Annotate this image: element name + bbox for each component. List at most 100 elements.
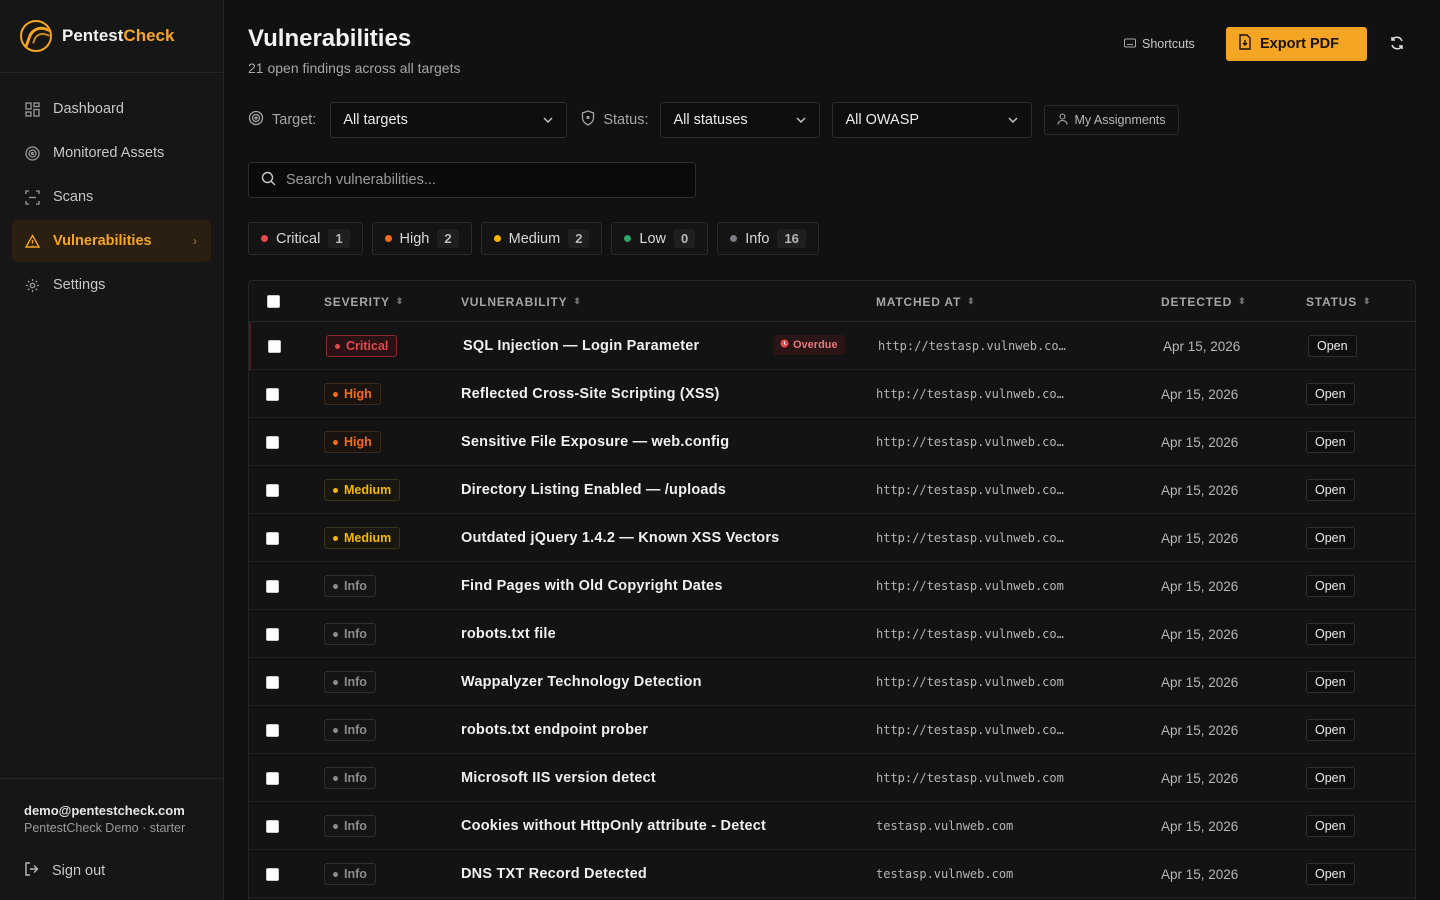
row-checkbox[interactable] bbox=[266, 723, 279, 737]
severity-label: Medium bbox=[344, 531, 392, 545]
export-pdf-button[interactable]: Export PDF bbox=[1226, 27, 1367, 61]
table-row[interactable]: Info Wappalyzer Technology Detection http:… bbox=[249, 658, 1415, 706]
row-checkbox[interactable] bbox=[268, 339, 281, 353]
vulnerability-name[interactable]: Directory Listing Enabled — /uploads bbox=[461, 482, 727, 498]
vulnerability-name[interactable]: robots.txt endpoint prober bbox=[461, 722, 649, 738]
column-header-matched-at[interactable]: MATCHED AT ⬍ bbox=[876, 281, 975, 322]
severity-label: Info bbox=[344, 771, 367, 785]
status-badge[interactable]: Open bbox=[1306, 527, 1355, 549]
table-row[interactable]: Info Cookies without HttpOnly attribute -… bbox=[249, 802, 1415, 850]
severity-dot-icon bbox=[333, 679, 338, 685]
column-header-detected[interactable]: DETECTED ⬍ bbox=[1161, 281, 1246, 322]
status-select[interactable]: All statuses bbox=[660, 102, 821, 138]
detected-date: Apr 15, 2026 bbox=[1161, 434, 1239, 450]
row-checkbox[interactable] bbox=[266, 627, 279, 641]
severity-cell: Info bbox=[324, 754, 376, 802]
severity-cell: High bbox=[324, 418, 381, 466]
status-badge[interactable]: Open bbox=[1306, 479, 1355, 501]
severity-dot-icon bbox=[333, 535, 338, 541]
column-header-status[interactable]: STATUS ⬍ bbox=[1306, 281, 1371, 322]
row-checkbox[interactable] bbox=[266, 819, 279, 833]
status-badge[interactable]: Open bbox=[1306, 575, 1355, 597]
status-badge[interactable]: Open bbox=[1308, 335, 1357, 357]
sidebar-item-scans[interactable]: Scans bbox=[12, 176, 211, 218]
sidebar-item-monitored-assets[interactable]: Monitored Assets bbox=[12, 132, 211, 174]
status-badge[interactable]: Open bbox=[1306, 815, 1355, 837]
status-badge[interactable]: Open bbox=[1306, 623, 1355, 645]
severity-pill-medium[interactable]: Medium 2 bbox=[480, 222, 603, 255]
row-checkbox[interactable] bbox=[266, 771, 279, 785]
row-checkbox[interactable] bbox=[266, 483, 279, 497]
sidebar-item-label: Scans bbox=[53, 189, 94, 205]
pill-label: Low bbox=[639, 230, 667, 247]
table-row[interactable]: Info DNS TXT Record Detected testasp.vulnw… bbox=[249, 850, 1415, 898]
row-checkbox[interactable] bbox=[266, 531, 279, 545]
pill-count: 1 bbox=[328, 229, 350, 248]
severity-pill-info[interactable]: Info 16 bbox=[717, 222, 819, 255]
table-row[interactable]: Medium Directory Listing Enabled — /uploa… bbox=[249, 466, 1415, 514]
status-badge[interactable]: Open bbox=[1306, 767, 1355, 789]
table-row[interactable]: Info Microsoft IIS version detect http://t… bbox=[249, 754, 1415, 802]
detected-cell: Apr 15, 2026 bbox=[1161, 802, 1238, 850]
brand[interactable]: PentestCheck bbox=[0, 0, 223, 73]
status-badge[interactable]: Open bbox=[1306, 671, 1355, 693]
matched-at-cell: http://testasp.vulnweb.co… bbox=[876, 610, 1064, 658]
vulnerability-name[interactable]: Find Pages with Old Copyright Dates bbox=[461, 578, 723, 594]
matched-at-cell: testasp.vulnweb.com bbox=[876, 850, 1013, 898]
table-row[interactable]: Info robots.txt endpoint prober http://tes… bbox=[249, 706, 1415, 754]
vulnerability-name[interactable]: Microsoft IIS version detect bbox=[461, 770, 656, 786]
sidebar-item-dashboard[interactable]: Dashboard bbox=[12, 88, 211, 130]
vulnerability-name[interactable]: Outdated jQuery 1.4.2 — Known XSS Vector… bbox=[461, 530, 780, 546]
row-checkbox[interactable] bbox=[266, 387, 279, 401]
row-checkbox[interactable] bbox=[266, 867, 279, 881]
table-row[interactable]: High Sensitive File Exposure — web.config… bbox=[249, 418, 1415, 466]
status-badge[interactable]: Open bbox=[1306, 431, 1355, 453]
status-badge[interactable]: Open bbox=[1306, 719, 1355, 741]
my-assignments-button[interactable]: My Assignments bbox=[1044, 105, 1179, 135]
vulnerability-name[interactable]: SQL Injection — Login Parameter bbox=[463, 338, 700, 354]
severity-pill-low[interactable]: Low 0 bbox=[611, 222, 709, 255]
sidebar-item-vulnerabilities[interactable]: Vulnerabilities › bbox=[12, 220, 211, 262]
vulnerability-name[interactable]: Sensitive File Exposure — web.config bbox=[461, 434, 730, 450]
table-row[interactable]: High Reflected Cross-Site Scripting (XSS)… bbox=[249, 370, 1415, 418]
table-row[interactable]: Info robots.txt file http://testasp.vulnwe… bbox=[249, 610, 1415, 658]
select-all-checkbox[interactable] bbox=[267, 295, 280, 308]
table-row[interactable]: Medium Outdated jQuery 1.4.2 — Known XSS … bbox=[249, 514, 1415, 562]
vulnerability-name[interactable]: Reflected Cross-Site Scripting (XSS) bbox=[461, 386, 720, 402]
matched-url: http://testasp.vulnweb.co… bbox=[878, 339, 1066, 353]
vulnerability-cell: DNS TXT Record Detected bbox=[461, 850, 647, 898]
overdue-label: Overdue bbox=[793, 339, 838, 351]
row-select-cell bbox=[266, 850, 279, 898]
shortcuts-button[interactable]: Shortcuts bbox=[1124, 33, 1195, 55]
search-input[interactable] bbox=[286, 172, 666, 188]
status-label-text: Status: bbox=[603, 112, 649, 128]
matched-url: http://testasp.vulnweb.co… bbox=[876, 531, 1064, 545]
row-checkbox[interactable] bbox=[266, 579, 279, 593]
status-badge[interactable]: Open bbox=[1306, 863, 1355, 885]
signout-button[interactable]: Sign out bbox=[24, 861, 199, 881]
status-cell: Open bbox=[1308, 322, 1357, 370]
table-row[interactable]: Critical SQL Injection — Login Parameter O… bbox=[249, 322, 1415, 370]
search-box[interactable] bbox=[248, 162, 696, 198]
vulnerability-name[interactable]: Cookies without HttpOnly attribute - Det… bbox=[461, 818, 767, 834]
column-header-vulnerability[interactable]: VULNERABILITY ⬍ bbox=[461, 281, 582, 322]
status-badge[interactable]: Open bbox=[1306, 383, 1355, 405]
row-checkbox[interactable] bbox=[266, 675, 279, 689]
row-checkbox[interactable] bbox=[266, 435, 279, 449]
column-header-severity[interactable]: SEVERITY ⬍ bbox=[324, 281, 404, 322]
refresh-button[interactable] bbox=[1386, 33, 1408, 55]
vulnerability-name[interactable]: Wappalyzer Technology Detection bbox=[461, 674, 702, 690]
pill-label: Medium bbox=[508, 230, 561, 247]
sidebar-item-settings[interactable]: Settings bbox=[12, 264, 211, 306]
owasp-select[interactable]: All OWASP bbox=[832, 102, 1033, 138]
severity-pill-high[interactable]: High 2 bbox=[371, 222, 472, 255]
target-select[interactable]: All targets bbox=[330, 102, 568, 138]
vulnerability-name[interactable]: robots.txt file bbox=[461, 626, 556, 642]
vulnerability-name[interactable]: DNS TXT Record Detected bbox=[461, 866, 647, 882]
target-label-text: Target: bbox=[272, 112, 317, 128]
severity-cell: Info bbox=[324, 850, 376, 898]
matched-at-cell: testasp.vulnweb.com bbox=[876, 802, 1013, 850]
pill-label: Info bbox=[745, 230, 770, 247]
table-row[interactable]: Info Find Pages with Old Copyright Dates h… bbox=[249, 562, 1415, 610]
severity-pill-critical[interactable]: Critical 1 bbox=[248, 222, 363, 255]
